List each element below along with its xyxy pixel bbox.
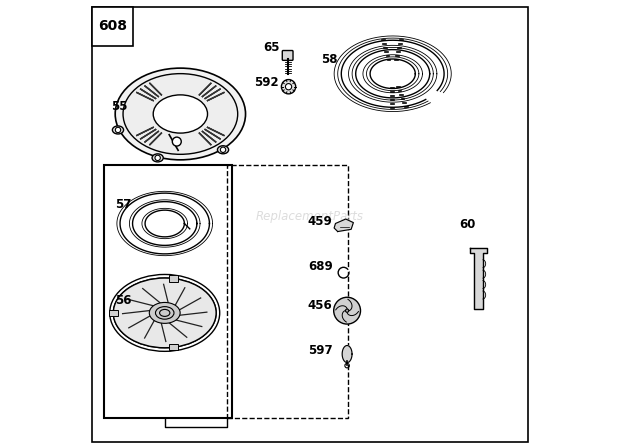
Ellipse shape bbox=[153, 95, 208, 133]
Text: 689: 689 bbox=[308, 261, 332, 274]
Text: 592: 592 bbox=[254, 76, 279, 89]
Bar bbox=[169, 275, 178, 282]
Text: 58: 58 bbox=[321, 54, 338, 67]
Circle shape bbox=[220, 147, 226, 152]
Text: 608: 608 bbox=[98, 19, 127, 34]
Circle shape bbox=[115, 127, 121, 133]
Circle shape bbox=[172, 137, 181, 146]
Circle shape bbox=[285, 84, 291, 90]
Circle shape bbox=[281, 80, 296, 94]
Ellipse shape bbox=[112, 126, 123, 134]
Text: 55: 55 bbox=[111, 100, 128, 113]
Text: 56: 56 bbox=[115, 294, 132, 307]
FancyBboxPatch shape bbox=[282, 51, 293, 60]
Bar bbox=[92, 7, 133, 46]
Ellipse shape bbox=[113, 278, 216, 348]
Ellipse shape bbox=[218, 146, 229, 154]
Circle shape bbox=[155, 155, 161, 160]
Polygon shape bbox=[342, 346, 352, 363]
Ellipse shape bbox=[113, 278, 216, 348]
Ellipse shape bbox=[159, 309, 170, 316]
Text: 57: 57 bbox=[115, 198, 132, 211]
Text: 65: 65 bbox=[263, 42, 280, 55]
Ellipse shape bbox=[123, 74, 237, 154]
Circle shape bbox=[334, 297, 360, 324]
Text: 456: 456 bbox=[308, 299, 332, 312]
Ellipse shape bbox=[115, 68, 246, 160]
Bar bbox=[104, 165, 232, 418]
Ellipse shape bbox=[156, 307, 174, 319]
Circle shape bbox=[345, 309, 348, 312]
Bar bbox=[228, 165, 348, 418]
Text: 459: 459 bbox=[308, 215, 332, 228]
Bar bbox=[169, 344, 178, 350]
Text: ReplacementParts: ReplacementParts bbox=[256, 210, 364, 224]
Text: 597: 597 bbox=[308, 344, 332, 357]
Bar bbox=[109, 310, 118, 316]
Polygon shape bbox=[334, 219, 353, 232]
Ellipse shape bbox=[152, 154, 163, 162]
Ellipse shape bbox=[149, 303, 180, 323]
Text: 60: 60 bbox=[460, 218, 476, 231]
Polygon shape bbox=[471, 248, 487, 309]
